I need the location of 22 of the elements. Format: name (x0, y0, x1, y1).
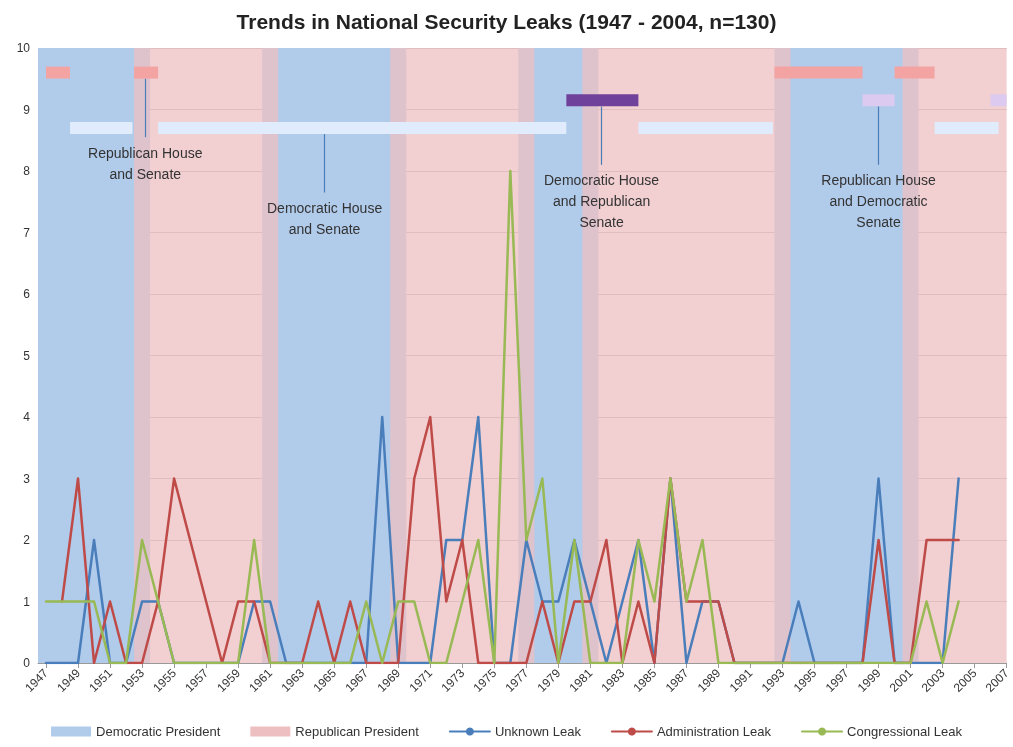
chart-title: Trends in National Security Leaks (1947 - 2004, n=130) (236, 10, 777, 33)
y-tick-label: 1 (23, 594, 31, 609)
legend-label: Republican President (295, 724, 420, 739)
legend-label: Administration Leak (656, 724, 772, 739)
annotation: Republican House and Senate (88, 144, 203, 182)
y-tick-label: 5 (23, 348, 31, 363)
line-series (44, 169, 960, 665)
annotation: Republican House and Democratic Senate (821, 172, 936, 231)
y-tick-label: 7 (23, 225, 31, 240)
y-tick-label: 4 (23, 410, 31, 424)
annotation: Democratic House and Republican Senate (543, 172, 660, 231)
y-tick-label: 3 (23, 471, 31, 486)
legend-label: Unknown Leak (494, 724, 582, 739)
y-tick-label: 6 (23, 287, 31, 301)
legend-label: Congressional Leak (847, 724, 963, 739)
y-tick-label: 2 (23, 533, 31, 547)
y-tick-label: 10 (16, 41, 31, 55)
y-tick-label: 8 (23, 164, 31, 178)
legend-label: Democratic President (96, 724, 221, 739)
annotation: Democratic House and Senate (267, 200, 383, 238)
y-tick-label: 9 (23, 102, 31, 117)
y-tick-label: 0 (23, 656, 31, 670)
